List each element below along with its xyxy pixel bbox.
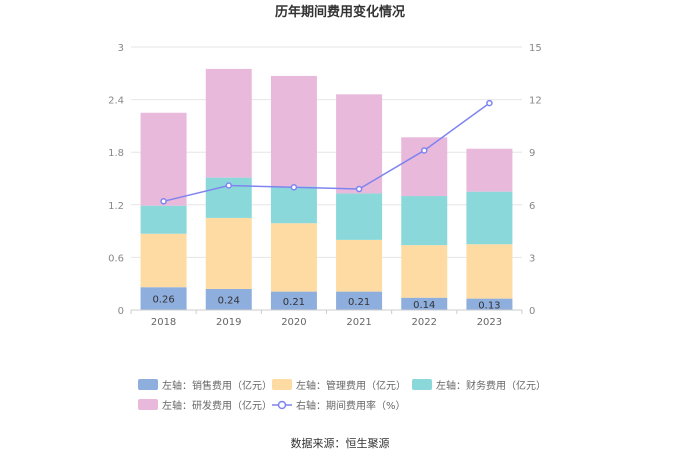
bars bbox=[140, 68, 513, 310]
category-label: 2020 bbox=[281, 317, 306, 328]
bar-segment bbox=[270, 186, 317, 224]
right-tick-label: 3 bbox=[529, 253, 535, 264]
rate-point bbox=[225, 182, 232, 189]
rate-point bbox=[160, 198, 167, 205]
left-tick-label: 3 bbox=[118, 43, 124, 54]
legend-swatch bbox=[272, 379, 292, 390]
legend-label: 左轴：财务费用（亿元） bbox=[436, 379, 546, 392]
bar-segment bbox=[401, 196, 448, 246]
bar-segment bbox=[336, 291, 383, 310]
right-tick-label: 0 bbox=[529, 306, 535, 317]
legend: 左轴：销售费用（亿元） 左轴：管理费用（亿元） 左轴：财务费用（亿元） 左轴：研发费用… bbox=[138, 379, 546, 412]
rate-point bbox=[486, 99, 493, 107]
bar-segment bbox=[140, 287, 187, 310]
category-label: 2019 bbox=[216, 317, 241, 328]
grid-lines bbox=[131, 46, 522, 311]
category-label: 2022 bbox=[412, 317, 437, 328]
bar-segment bbox=[401, 297, 448, 310]
bar-segment bbox=[336, 193, 383, 240]
bar-segment bbox=[466, 148, 513, 192]
bar-segment bbox=[336, 239, 383, 292]
x-axis-line bbox=[130, 309, 523, 314]
bar-segment bbox=[270, 75, 317, 187]
bar-segment bbox=[401, 245, 448, 298]
legend-label: 左轴：研发费用（亿元） bbox=[162, 399, 272, 412]
bar-segment bbox=[270, 291, 317, 310]
legend-swatch bbox=[412, 379, 432, 390]
rate-point bbox=[290, 184, 298, 191]
legend-line-marker bbox=[277, 400, 287, 410]
source-note: 数据来源：恒生聚源 bbox=[291, 436, 390, 450]
legend-label: 左轴：管理费用（亿元） bbox=[296, 379, 406, 392]
legend-label: 左轴：销售费用（亿元） bbox=[162, 379, 272, 392]
chart-title: 历年期间费用变化情况 bbox=[275, 4, 405, 20]
left-axis-ticks: 0 0.6 1.2 1.8 2.4 3 bbox=[108, 43, 124, 317]
bar-segment bbox=[205, 68, 252, 178]
right-axis-ticks: 0 3 6 9 12 15 bbox=[529, 43, 542, 317]
bar-segment bbox=[140, 205, 187, 234]
bar-segment bbox=[336, 94, 383, 194]
rate-line-path bbox=[163, 102, 490, 203]
rate-point bbox=[355, 185, 363, 193]
left-tick-label: 1.2 bbox=[108, 201, 124, 212]
bar-segment bbox=[466, 298, 513, 310]
data-labels: 0.26 0.24 0.21 0.21 0.14 0.13 bbox=[152, 295, 500, 312]
bar-segment bbox=[205, 288, 252, 310]
left-tick-label: 0 bbox=[118, 306, 124, 317]
category-label: 2021 bbox=[346, 317, 371, 328]
legend-swatch bbox=[138, 379, 158, 390]
bar-value-label: 0.24 bbox=[218, 295, 240, 306]
bar-value-label: 0.13 bbox=[478, 300, 500, 311]
legend-swatch bbox=[138, 399, 158, 410]
rate-point bbox=[421, 147, 428, 154]
left-tick-label: 2.4 bbox=[108, 96, 124, 107]
bar-segment bbox=[270, 223, 317, 292]
bar-segment bbox=[205, 217, 252, 289]
legend-label: 右轴：期间费用率（%） bbox=[296, 399, 406, 412]
bar-segment bbox=[466, 244, 513, 299]
left-tick-label: 1.8 bbox=[108, 148, 124, 159]
category-label: 2023 bbox=[477, 317, 502, 328]
right-tick-label: 12 bbox=[529, 96, 542, 107]
bar-segment bbox=[401, 137, 448, 197]
bar-segment bbox=[140, 233, 187, 288]
bar-value-label: 0.14 bbox=[413, 300, 435, 311]
right-tick-label: 9 bbox=[529, 148, 535, 159]
rate-line bbox=[160, 99, 493, 205]
bar-value-label: 0.21 bbox=[348, 297, 370, 308]
x-axis-ticks: 2018 2019 2020 2021 2022 2023 bbox=[151, 317, 502, 328]
bar-segment bbox=[466, 191, 513, 245]
bar-value-label: 0.21 bbox=[283, 297, 305, 308]
bar-segment bbox=[140, 112, 187, 206]
category-label: 2018 bbox=[151, 317, 176, 328]
left-tick-label: 0.6 bbox=[108, 253, 124, 264]
bar-value-label: 0.26 bbox=[152, 295, 174, 306]
right-tick-label: 15 bbox=[529, 43, 542, 54]
right-tick-label: 6 bbox=[529, 201, 535, 212]
